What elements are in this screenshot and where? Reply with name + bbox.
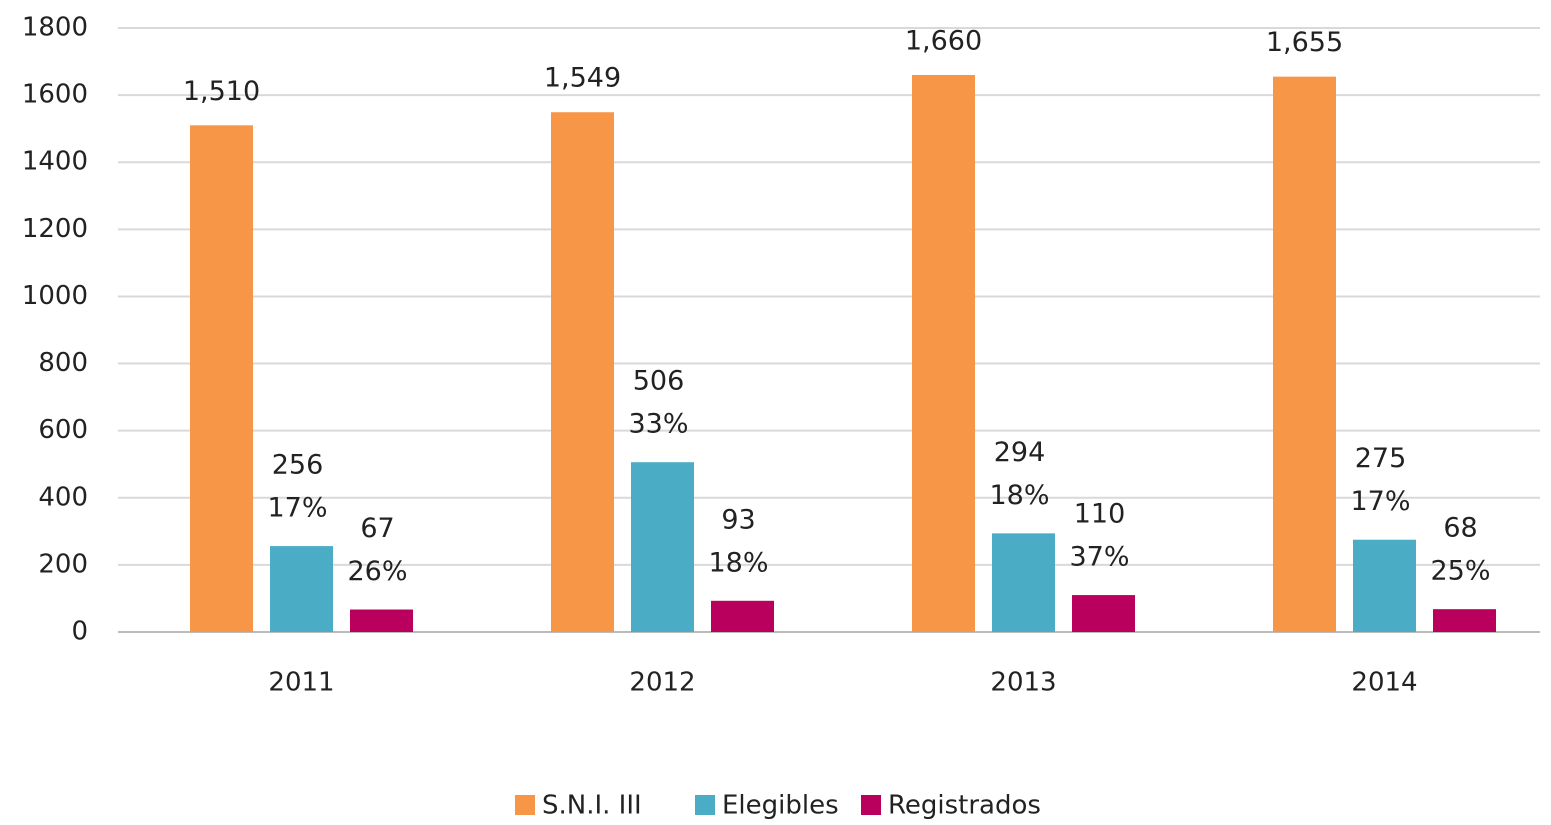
y-tick-label: 1800 <box>22 13 88 43</box>
percent-label: 26% <box>347 556 407 587</box>
value-label: 1,655 <box>1266 27 1343 58</box>
value-label: 67 <box>360 513 394 544</box>
x-tick-label: 2011 <box>268 668 334 698</box>
y-tick-label: 1600 <box>22 80 88 110</box>
value-label: 1,510 <box>183 76 260 107</box>
x-tick-label: 2013 <box>990 668 1056 698</box>
y-tick-label: 800 <box>38 348 88 378</box>
value-label: 506 <box>633 366 685 397</box>
legend-label: Elegibles <box>722 791 839 821</box>
bar <box>1433 609 1496 632</box>
legend-swatch <box>861 795 881 815</box>
y-tick-label: 600 <box>38 415 88 445</box>
legend-label: Registrados <box>888 791 1041 821</box>
bar <box>631 462 694 632</box>
bar <box>912 74 975 632</box>
y-tick-label: 0 <box>71 617 88 647</box>
bar <box>711 600 774 632</box>
value-label: 1,549 <box>544 63 621 94</box>
bar <box>190 125 253 633</box>
percent-label: 18% <box>708 547 768 578</box>
bar <box>551 112 614 633</box>
percent-label: 18% <box>989 480 1049 511</box>
percent-label: 25% <box>1430 556 1490 587</box>
percent-label: 17% <box>1350 486 1410 517</box>
value-label: 1,660 <box>905 25 982 56</box>
percent-label: 37% <box>1069 542 1129 573</box>
bar <box>992 533 1055 632</box>
y-tick-label: 1000 <box>22 281 88 311</box>
y-tick-label: 1200 <box>22 214 88 244</box>
value-label: 275 <box>1355 443 1407 474</box>
legend-label: S.N.I. III <box>542 791 642 821</box>
value-label: 294 <box>994 437 1046 468</box>
y-tick-label: 1400 <box>22 147 88 177</box>
y-tick-label: 200 <box>38 549 88 579</box>
y-tick-label: 400 <box>38 482 88 512</box>
bar <box>1353 539 1416 632</box>
value-label: 110 <box>1074 499 1126 530</box>
percent-label: 33% <box>628 409 688 440</box>
percent-label: 17% <box>267 493 327 524</box>
value-label: 68 <box>1443 513 1477 544</box>
legend-swatch <box>515 795 535 815</box>
x-tick-label: 2012 <box>629 668 695 698</box>
value-label: 93 <box>721 504 755 535</box>
bar <box>1273 76 1336 632</box>
bar <box>270 546 333 632</box>
bar <box>1072 595 1135 632</box>
bar <box>350 609 413 632</box>
x-tick-label: 2014 <box>1351 668 1417 698</box>
legend-swatch <box>695 795 715 815</box>
value-label: 256 <box>272 450 324 481</box>
